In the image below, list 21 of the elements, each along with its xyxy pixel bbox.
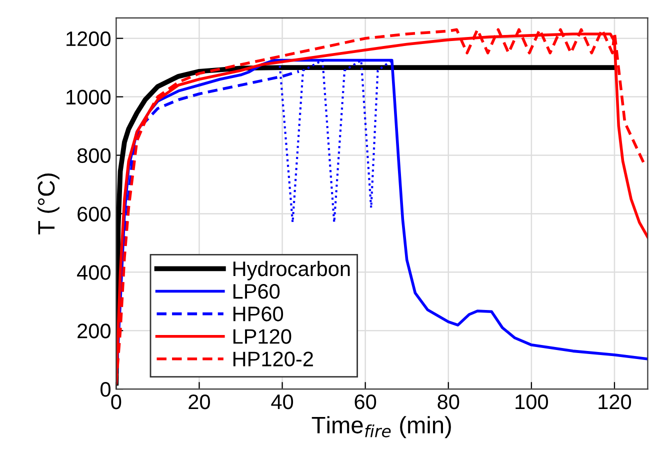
y-tick-label: 600 (78, 206, 110, 222)
x-tick-label: 60 (354, 394, 376, 410)
y-tick-label: 1000 (66, 90, 110, 105)
legend-label: Hydrocarbon (233, 260, 350, 280)
y-tick-label: 400 (77, 265, 110, 280)
y-tick-label: 800 (77, 148, 110, 164)
y-tick-label: 0 (100, 382, 110, 397)
x-tick-label: 40 (271, 394, 294, 410)
legend-label: LP60 (233, 284, 280, 299)
x-tick-label: 0 (111, 394, 122, 410)
x-tick-label: 100 (516, 394, 548, 410)
y-tick-label: 200 (78, 324, 110, 338)
x-tick-label: 80 (438, 394, 460, 410)
y-tick-label: 1200 (66, 31, 110, 46)
x-axis-title: Time$_{fire}$ (min) (312, 416, 451, 438)
x-tick-label: 20 (188, 394, 210, 410)
legend-label: LP120 (233, 329, 292, 344)
y-axis-title: T (°C) (37, 174, 60, 234)
legend-label: HP120-2 (233, 352, 313, 366)
x-tick-label: 120 (598, 394, 632, 410)
legend-label: HP60 (233, 306, 284, 322)
